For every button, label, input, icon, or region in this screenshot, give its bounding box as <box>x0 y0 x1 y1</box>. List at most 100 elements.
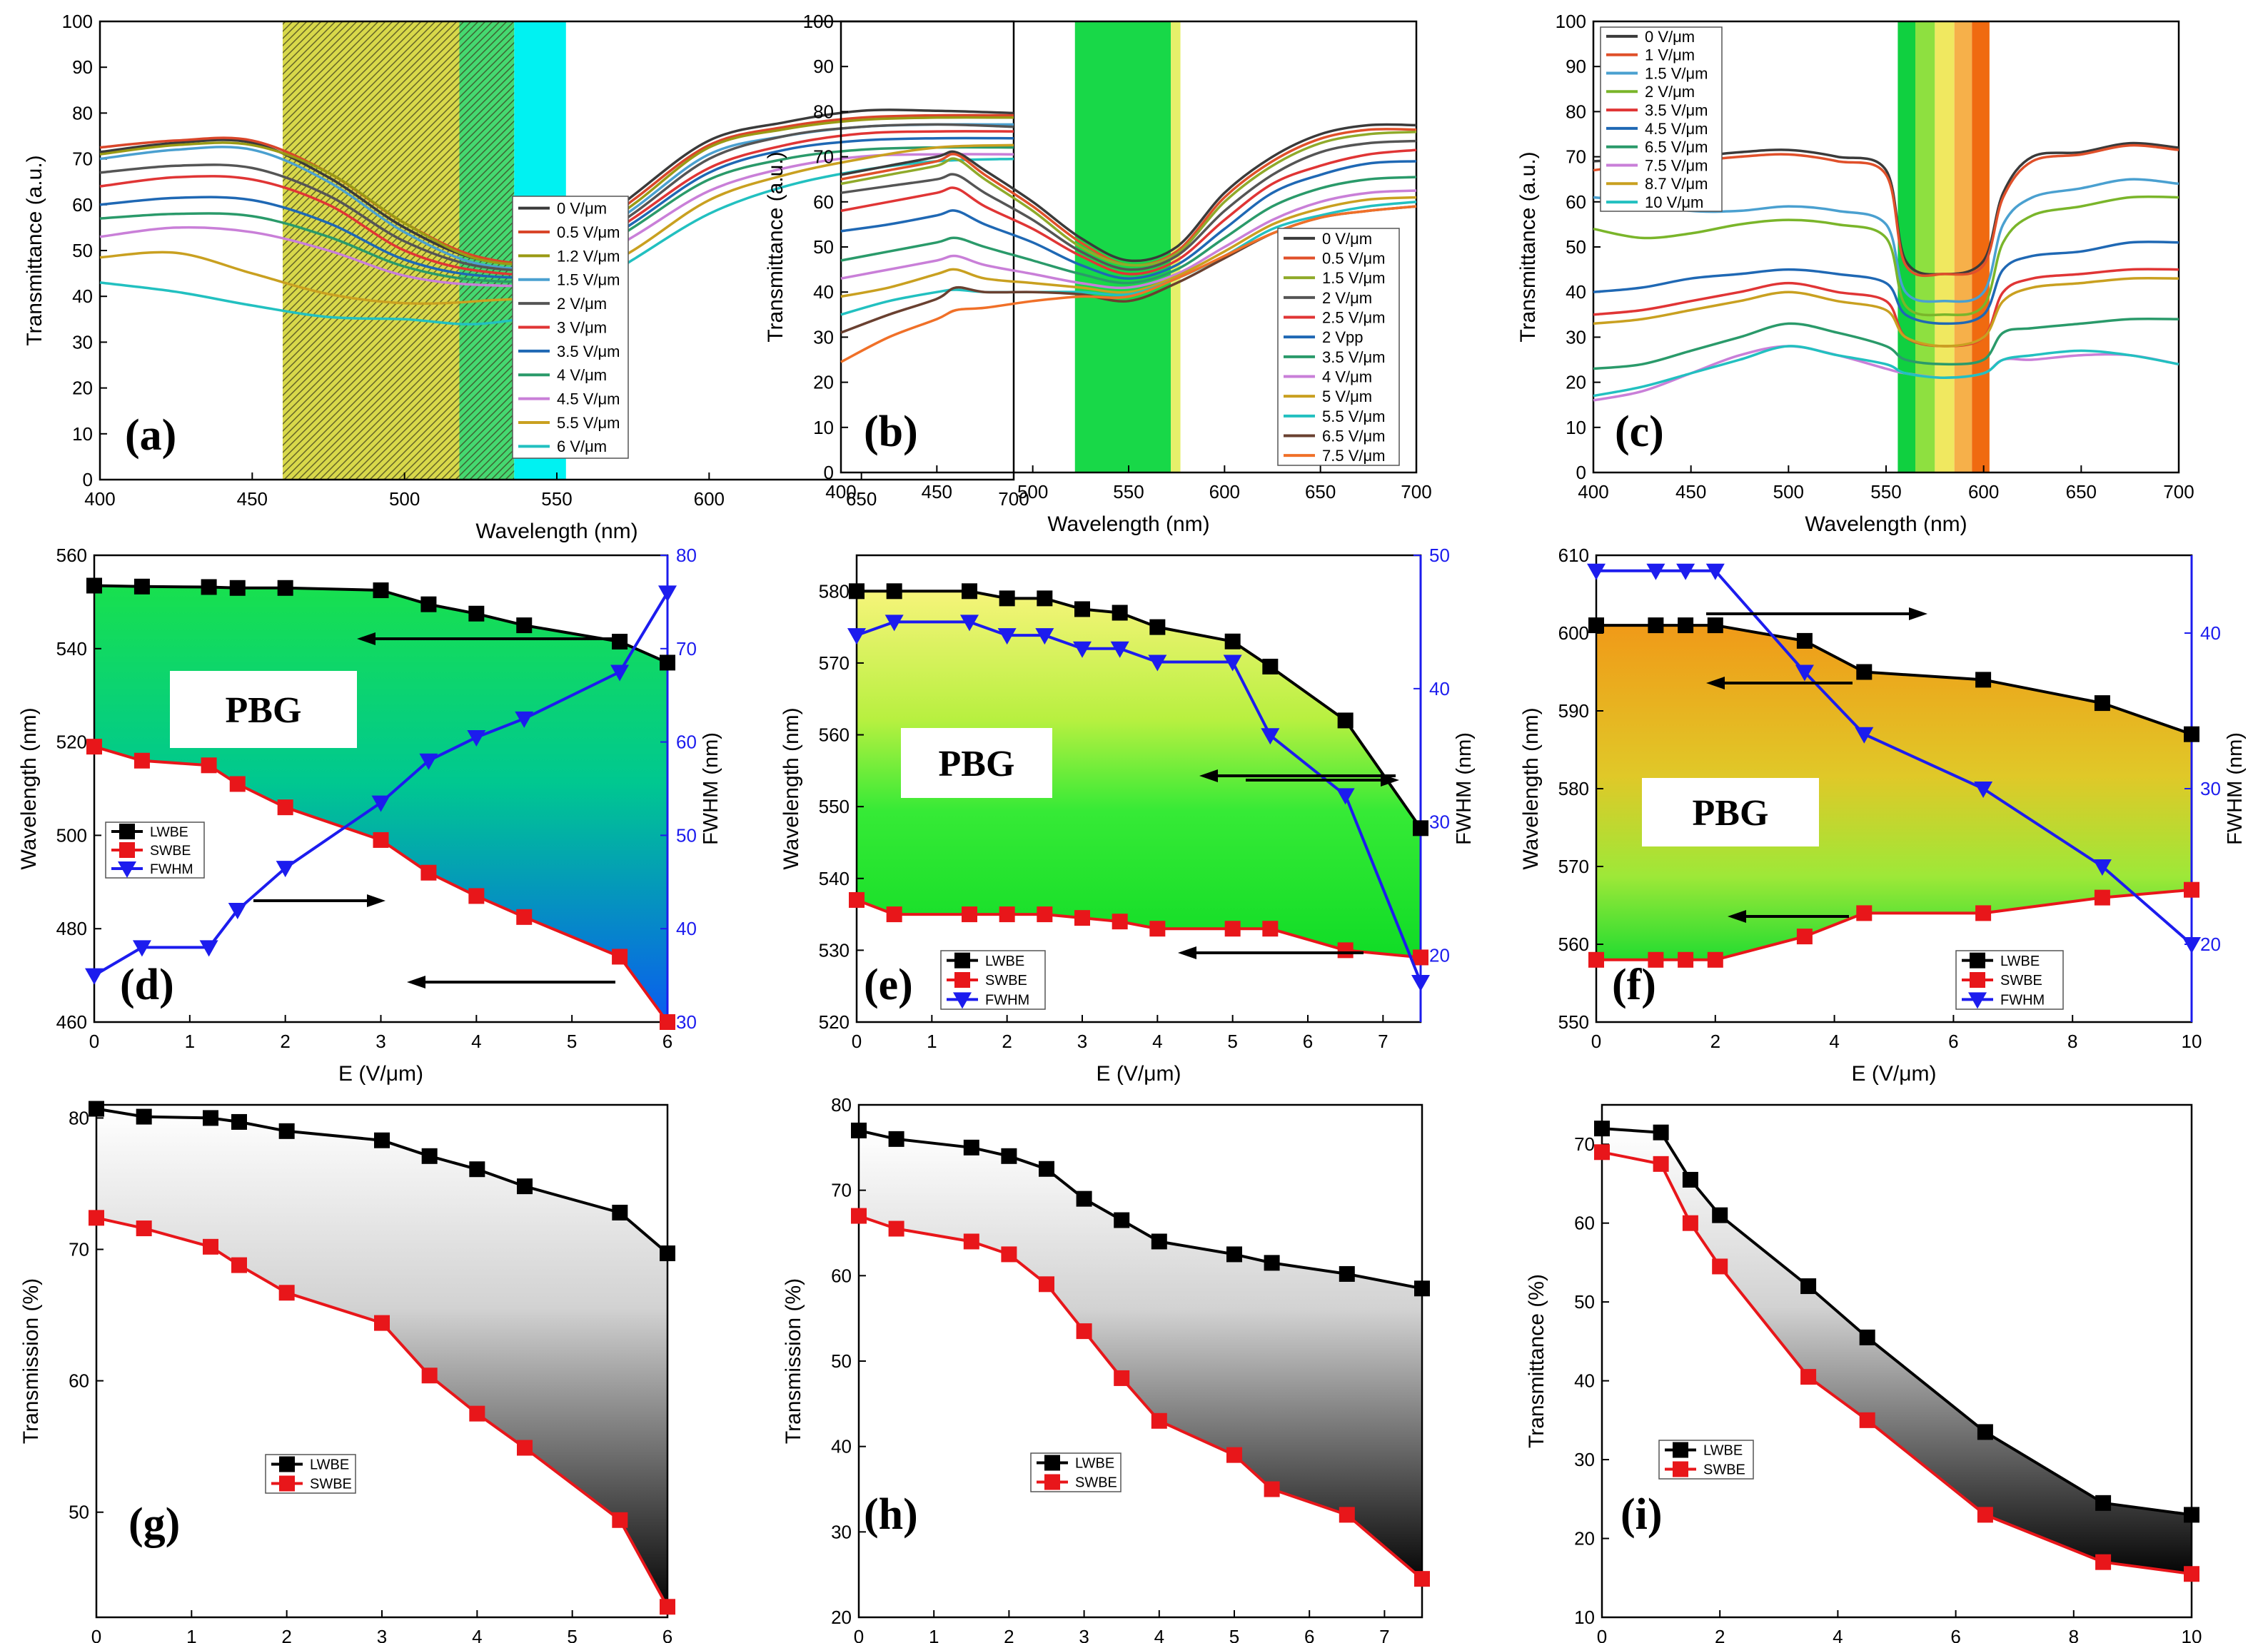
chart-f-legend-marker <box>1970 972 1985 988</box>
chart-d-xtick-label: 4 <box>471 1031 481 1052</box>
chart-b-xtick-label: 500 <box>1017 481 1048 502</box>
chart-g-series-0-point-9 <box>612 1204 628 1220</box>
chart-c-series-5-line <box>1593 241 2179 325</box>
chart-e-series-1-point-8 <box>1224 921 1241 937</box>
chart-d-series-1-point-2 <box>201 757 217 774</box>
chart-i-series-1-point-2 <box>1682 1215 1698 1231</box>
chart-a-xtick-label: 450 <box>237 488 268 510</box>
chart-f-xtick-label: 10 <box>2182 1031 2202 1052</box>
chart-c-ytick-label: 90 <box>1566 56 1586 77</box>
chart-g-xtick-label: 6 <box>662 1626 672 1643</box>
chart-a-xtick-label: 500 <box>389 488 420 510</box>
chart-f-xtick-label: 4 <box>1829 1031 1839 1052</box>
chart-c-ytick-label: 10 <box>1566 417 1586 438</box>
chart-e-series-2-line <box>856 620 1422 983</box>
chart-f-legend-label: FWHM <box>2000 993 2045 1008</box>
chart-i-ytick-label: 20 <box>1574 1528 1595 1550</box>
chart-i-ytick-label: 30 <box>1574 1449 1595 1470</box>
chart-d-xlabel: E (V/μm) <box>338 1062 423 1086</box>
chart-b-ytick-label: 70 <box>813 146 834 168</box>
chart-f-series-1-point-0 <box>1588 951 1604 968</box>
chart-e-ytick-label: 560 <box>819 724 850 746</box>
chart-d-series-1-point-8 <box>516 909 533 925</box>
chart-h-series-1-point-1 <box>888 1220 904 1237</box>
chart-c-legend-label: 1 V/μm <box>1645 46 1695 64</box>
chart-f-ytick-label: 560 <box>1558 934 1589 955</box>
chart-b-xtick-label: 400 <box>825 481 856 502</box>
chart-f-series-0-point-6 <box>1975 672 1992 688</box>
chart-g-xtick-label: 2 <box>281 1626 291 1643</box>
chart-i-ytick-label: 50 <box>1574 1291 1595 1313</box>
chart-b-xtick-label: 700 <box>1401 481 1431 502</box>
chart-d-series-1-point-0 <box>86 739 102 755</box>
chart-g-legend-marker <box>279 1475 295 1492</box>
chart-c-legend-label: 3.5 V/μm <box>1645 101 1708 119</box>
chart-e-panel-label: (e) <box>864 961 913 1009</box>
chart-h-series-0-line <box>858 1128 1423 1290</box>
chart-e-legend-marker <box>953 992 972 1009</box>
chart-f-legend-label: LWBE <box>2000 954 2040 969</box>
chart-g-series-1-point-1 <box>136 1220 152 1237</box>
chart-c-legend-label: 2 V/μm <box>1645 83 1695 101</box>
chart-d-legend-label: FWHM <box>150 861 193 877</box>
chart-i-xtick-label: 10 <box>2182 1626 2202 1643</box>
chart-f-legend-marker <box>1970 952 1985 969</box>
chart-h-ytick-label: 40 <box>831 1436 852 1457</box>
chart-d-xtick-label: 3 <box>376 1031 385 1052</box>
chart-e-arrow-2-head <box>1178 946 1196 959</box>
chart-a-xtick-label: 650 <box>846 488 877 510</box>
chart-f-series-2-point-0 <box>1587 563 1606 580</box>
chart-b-xtick-label: 650 <box>1305 481 1336 502</box>
chart-e-series-2-point-11 <box>1411 974 1430 991</box>
chart-d-y2tick-label: 40 <box>676 918 697 939</box>
chart-d-y2tick-label: 60 <box>676 732 697 753</box>
chart-g-xtick-label: 1 <box>186 1626 196 1643</box>
chart-e-pbg-label: PBG <box>939 744 1015 784</box>
chart-b-legend-label: 0 V/μm <box>1322 230 1372 248</box>
chart-f-y2tick-label: 40 <box>2200 622 2221 644</box>
chart-c-legend-label: 7.5 V/μm <box>1645 156 1708 174</box>
chart-a-xlabel: Wavelength (nm) <box>475 520 637 543</box>
chart-e: 0 1 2 3 4 5 6 7 520 530 540 550 560 570 580 20 30 40 50 FWH… <box>780 545 1476 1086</box>
chart-e-series-0-point-9 <box>1262 658 1279 674</box>
chart-f-series-0-point-2 <box>1678 617 1694 634</box>
chart-d-series-1-point-10 <box>660 1014 675 1030</box>
chart-b-band-0 <box>1074 21 1171 472</box>
chart-b-legend-label: 6.5 V/μm <box>1322 427 1385 445</box>
chart-i-series-0-point-1 <box>1653 1124 1669 1141</box>
chart-e-xtick-label: 3 <box>1077 1031 1087 1052</box>
chart-c-ytick-label: 0 <box>1576 462 1586 483</box>
chart-a-ytick-label: 40 <box>72 285 93 307</box>
chart-a-ytick-label: 20 <box>72 378 93 399</box>
chart-f-series-0-point-0 <box>1588 617 1604 634</box>
chart-g-ytick-label: 60 <box>69 1370 89 1392</box>
chart-h: 0123456720304050607080E (V/μm)Transmissi… <box>782 1094 1430 1643</box>
chart-g-series-0-point-10 <box>660 1245 675 1262</box>
chart-h-xtick-label: 2 <box>1004 1626 1014 1643</box>
chart-f-pbg-label: PBG <box>1693 793 1769 834</box>
chart-d-series-0-point-9 <box>612 633 628 649</box>
chart-f: 0 2 4 6 8 10 550 560 570 580 590 600 610 20 30 40 FWHM (… <box>1519 545 2247 1086</box>
chart-h-series-0-point-3 <box>1001 1148 1017 1164</box>
chart-d-series-0-point-4 <box>277 580 293 596</box>
chart-e-arrow-1-head <box>1199 769 1218 782</box>
chart-c-series-3-line <box>1593 195 2179 317</box>
chart-d-series-2-point-8 <box>515 711 534 728</box>
chart-f-arrow-2-head <box>1728 910 1746 923</box>
chart-e-series-0-point-10 <box>1337 712 1354 729</box>
chart-f-series-1-point-1 <box>1648 951 1664 968</box>
chart-e-xtick-label: 6 <box>1303 1031 1313 1052</box>
chart-f-ytick-label: 580 <box>1558 778 1589 799</box>
chart-g-series-1-point-10 <box>660 1599 675 1615</box>
chart-d-series-1-point-9 <box>612 949 628 965</box>
chart-g-ytick-label: 80 <box>69 1107 89 1128</box>
chart-g-xtick-label: 5 <box>567 1626 577 1643</box>
chart-b-series-11-line <box>840 205 1417 363</box>
chart-f-ylabel: Wavelength (nm) <box>1519 707 1543 869</box>
chart-g-xtick-label: 3 <box>377 1626 387 1643</box>
chart-h-ytick-label: 20 <box>831 1607 852 1628</box>
chart-h-series-1-point-11 <box>1414 1571 1430 1587</box>
chart-g-series-1-point-0 <box>89 1210 104 1226</box>
chart-e-ytick-label: 530 <box>819 939 850 961</box>
chart-h-series-0-point-10 <box>1339 1265 1355 1282</box>
